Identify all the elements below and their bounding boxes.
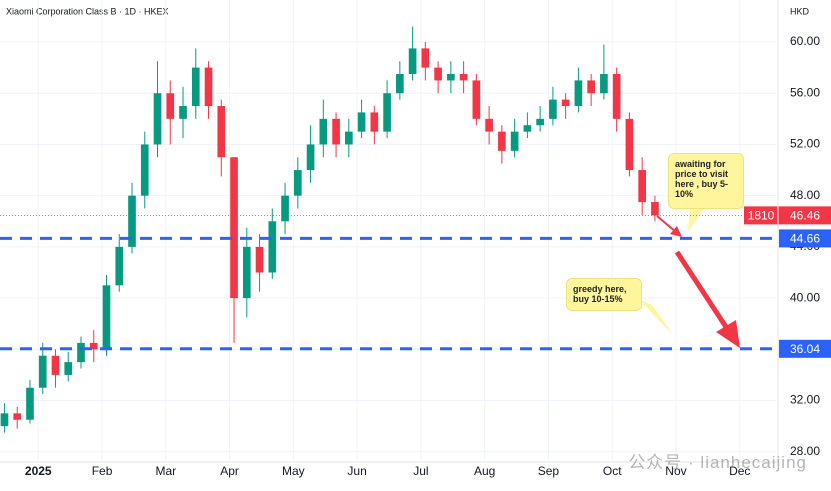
y-tick-label: 60.00: [790, 34, 820, 48]
candle-body: [128, 195, 136, 247]
arrow: [674, 250, 731, 332]
candle-body: [625, 118, 634, 171]
candle-body: [293, 170, 302, 196]
candle-body: [638, 170, 646, 203]
candle-body: [255, 246, 264, 273]
candle-body: [408, 48, 417, 75]
candle-body: [51, 355, 60, 375]
y-tick-label: 48.00: [790, 188, 820, 202]
x-tick-label: May: [282, 464, 305, 478]
price-tag: [744, 206, 831, 225]
overlay: [640, 205, 740, 348]
x-tick-label: Dec: [729, 464, 750, 478]
x-tick-label: Mar: [155, 464, 176, 478]
x-tick-label: Sep: [538, 464, 560, 478]
candle-body: [587, 80, 595, 94]
candle-body: [204, 67, 213, 107]
candle-body: [574, 80, 583, 107]
currency: HKD: [790, 6, 810, 16]
y-tick-label: 40.00: [790, 290, 820, 304]
level-tag: [779, 339, 831, 358]
candle-body: [498, 131, 506, 151]
candle-body: [166, 93, 175, 119]
candle-body: [332, 118, 340, 145]
candle-body: [64, 362, 73, 375]
candle-body: [319, 118, 328, 145]
arrow-head: [670, 226, 682, 237]
level-label: 36.04: [790, 342, 820, 356]
candle-body: [268, 221, 277, 273]
candle-body: [0, 413, 9, 427]
candle-body: [561, 99, 570, 107]
candle-body: [434, 67, 442, 81]
level-tag: [779, 229, 831, 248]
candle-body: [77, 342, 85, 363]
candle-body: [344, 131, 353, 145]
symbol-label: 1810: [748, 209, 775, 223]
watermark: 公众号 · lianhecaijing: [628, 453, 807, 472]
candle-body: [89, 342, 98, 350]
candle-body: [38, 355, 47, 388]
callout: awaiting for price to visit here , buy 5…: [668, 153, 744, 209]
candle-body: [523, 125, 532, 132]
candle-body: [13, 413, 22, 420]
x-tick-label: Apr: [220, 464, 239, 478]
candle-body: [179, 106, 187, 119]
candle-body: [281, 195, 289, 222]
y-tick-label: 28.00: [790, 444, 820, 458]
candle-body: [370, 112, 379, 132]
x-tick-label: Feb: [92, 464, 113, 478]
x-tick-label: 2025: [25, 464, 52, 478]
price-label: 46.46: [790, 209, 820, 223]
candle-body: [472, 80, 481, 119]
level-label: 44.66: [790, 232, 820, 246]
callout: greedy here, buy 10-15%: [566, 278, 642, 311]
candle-body: [357, 112, 366, 132]
candle-body: [153, 93, 162, 145]
y-tick-label: 56.00: [790, 85, 820, 99]
candle-body: [447, 74, 455, 81]
candle-body: [549, 99, 557, 119]
candle-body: [383, 93, 391, 132]
candle-body: [191, 67, 200, 107]
candle-body: [485, 118, 493, 132]
x-tick-label: Jul: [413, 464, 428, 478]
candle-body: [140, 144, 149, 196]
candle-body: [26, 387, 34, 420]
candle-body: [536, 118, 544, 126]
candle-body: [612, 74, 621, 119]
y-tick-label: 32.00: [790, 393, 820, 407]
y-tick-label: 52.00: [790, 137, 820, 151]
callout-tail: [688, 205, 706, 232]
candle-body: [102, 285, 111, 350]
candle-body: [600, 74, 608, 94]
x-tick-label: Nov: [665, 464, 686, 478]
x-tick-label: Jun: [347, 464, 366, 478]
callout-tail: [640, 300, 674, 336]
candle-body: [115, 246, 124, 286]
candle-body: [459, 74, 468, 81]
candle-body: [510, 131, 519, 151]
candle-body: [396, 74, 404, 94]
candles: [0, 26, 659, 433]
arrow: [656, 215, 677, 233]
candle-body: [217, 106, 226, 158]
candle-body: [306, 144, 315, 171]
candle-body: [230, 157, 238, 299]
candle-body: [651, 202, 659, 216]
x-tick-label: Oct: [603, 464, 622, 478]
chart-title: Xiaomi Corporation Class B · 1D · HKEX: [6, 6, 169, 16]
candle-body: [242, 246, 251, 299]
arrow-head: [716, 320, 740, 348]
x-tick-label: Aug: [474, 464, 495, 478]
candle-body: [421, 48, 430, 68]
